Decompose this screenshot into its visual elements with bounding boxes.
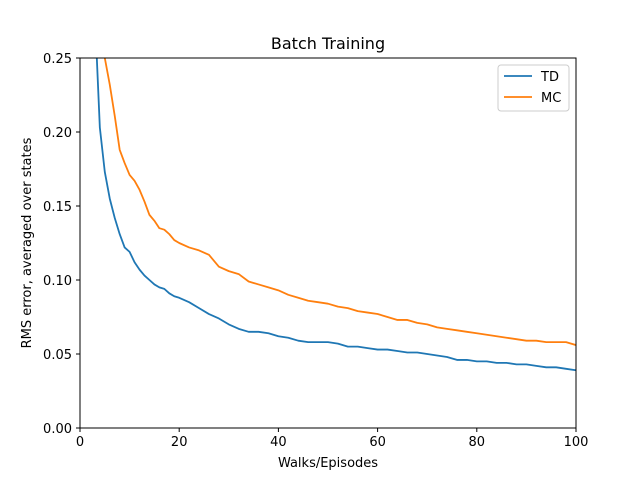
series-line-td <box>95 58 576 372</box>
y-tick-label: 0.25 <box>43 52 72 67</box>
plot-frame <box>79 57 577 429</box>
x-tick-label: 60 <box>369 435 386 450</box>
series-layer <box>95 58 576 372</box>
x-tick-label: 0 <box>76 435 84 450</box>
x-tick-label: 80 <box>469 435 486 450</box>
chart-title: Batch Training <box>271 34 385 53</box>
y-tick-label: 0.20 <box>43 126 72 141</box>
legend-label-mc: MC <box>541 91 561 106</box>
legend-label-td: TD <box>540 70 559 85</box>
legend: TD MC <box>497 64 570 112</box>
x-tick-label: 40 <box>270 435 287 450</box>
x-tick-label: 100 <box>564 435 589 450</box>
y-tick-label: 0.05 <box>43 348 72 363</box>
y-axis: 0.00 0.05 0.10 0.15 0.20 0.25 <box>43 52 80 437</box>
x-axis-title: Walks/Episodes <box>278 456 378 471</box>
series-line-mc <box>103 58 576 347</box>
x-tick-label: 20 <box>171 435 188 450</box>
y-axis-title: RMS error, averaged over states <box>20 137 35 348</box>
y-tick-label: 0.00 <box>43 422 72 437</box>
y-tick-label: 0.10 <box>43 274 72 289</box>
x-axis: 0 20 40 60 80 100 <box>76 428 589 450</box>
y-tick-label: 0.15 <box>43 200 72 215</box>
